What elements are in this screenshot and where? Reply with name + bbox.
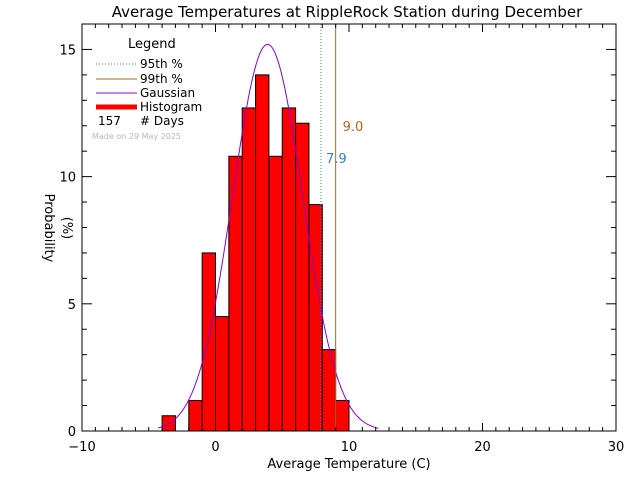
histogram-bar-2 xyxy=(201,252,216,432)
x-axis-label: Average Temperature (C) xyxy=(267,457,430,472)
histogram-bar-8 xyxy=(281,107,297,432)
y-tick-label: 10 xyxy=(59,171,76,186)
legend-days-label: # Days xyxy=(140,114,184,128)
legend-95-label: 95th % xyxy=(140,57,183,71)
y-tick-label: 0 xyxy=(68,425,76,440)
x-tick-label: 20 xyxy=(474,440,491,455)
gaussian-curve-group xyxy=(157,43,379,429)
histogram-bar-6 xyxy=(255,74,270,432)
histogram-bar-4 xyxy=(228,155,243,432)
legend-gaussian-label: Gaussian xyxy=(140,86,195,100)
legend-title: Legend xyxy=(128,37,176,52)
legend-histogram-label: Histogram xyxy=(140,100,202,114)
x-tick-label: −10 xyxy=(68,440,95,455)
y-axis-unit: (%) xyxy=(59,217,74,240)
histogram-bar-11 xyxy=(321,349,337,432)
x-tick-label: 10 xyxy=(341,440,358,455)
legend-days-count: 157 xyxy=(98,114,121,128)
percentile-99-label: 9.0 xyxy=(343,120,364,135)
histogram-bar-1 xyxy=(188,399,203,432)
percentile-lines: 7.9 9.0 xyxy=(320,24,364,431)
histogram-bar-5 xyxy=(241,107,257,432)
chart-title: Average Temperatures at RippleRock Stati… xyxy=(112,3,583,21)
legend-made-on-note: Made on 29 May 2025 xyxy=(92,132,181,141)
histogram-bar-7 xyxy=(268,155,283,432)
legend: Legend 95th % 99th % Gaussian Histogram … xyxy=(92,37,202,141)
x-tick-label: 30 xyxy=(608,440,625,455)
y-tick-label: 5 xyxy=(68,298,76,313)
x-tick-label: 0 xyxy=(211,440,219,455)
y-axis-label: Probability xyxy=(41,194,56,263)
histogram-bar-9 xyxy=(295,122,310,432)
percentile-95-label: 7.9 xyxy=(326,152,347,167)
histogram-bar-3 xyxy=(215,316,230,432)
legend-99-label: 99th % xyxy=(140,72,183,86)
gaussian-curve xyxy=(157,43,379,429)
histogram-bar-12 xyxy=(335,399,350,432)
histogram-bar-10 xyxy=(308,204,323,432)
y-tick-label: 15 xyxy=(59,43,76,58)
